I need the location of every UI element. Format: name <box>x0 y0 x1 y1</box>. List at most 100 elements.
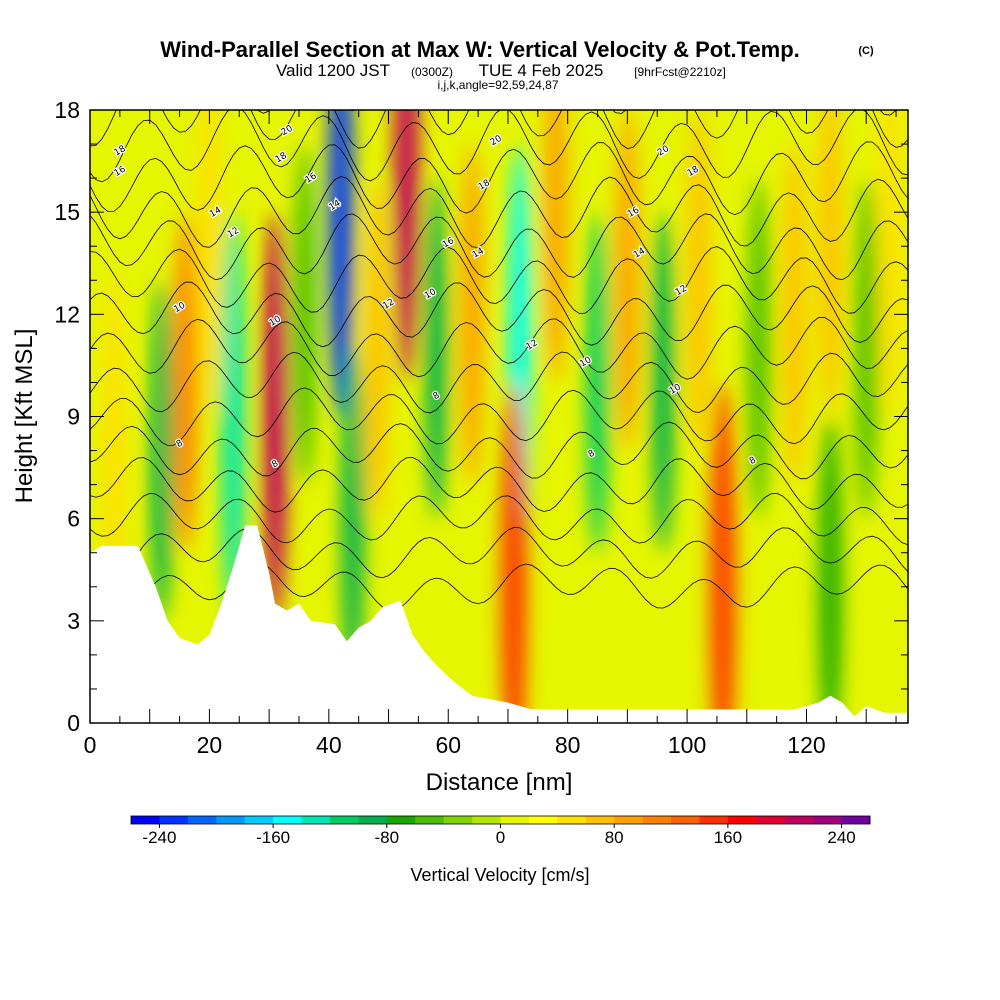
colorbar-swatch <box>557 816 587 824</box>
velocity-cell <box>746 178 771 519</box>
colorbar-swatch <box>472 816 501 824</box>
colorbar-swatch <box>273 816 303 824</box>
colorbar-swatch <box>813 816 843 824</box>
colorbar-swatch <box>784 816 814 824</box>
x-tick-label: 100 <box>668 732 706 758</box>
colorbar-tick-label: 80 <box>605 828 624 847</box>
y-tick-label: 6 <box>67 506 80 532</box>
x-axis-label: Distance [nm] <box>426 769 573 796</box>
colorbar-label: Vertical Velocity [cm/s] <box>410 865 589 885</box>
velocity-cell <box>854 178 879 519</box>
chart-subtitle: Valid 1200 JST (0300Z) TUE 4 Feb 2025 [9… <box>276 61 726 92</box>
theta-contour <box>90 492 908 546</box>
theta-contours <box>90 0 908 612</box>
valid-date: TUE 4 Feb 2025 <box>479 61 604 80</box>
colorbar-swatch <box>301 816 331 824</box>
title-main: Wind-Parallel Section at Max W: Vertical… <box>160 37 800 62</box>
grid-params: i,j,k,angle=92,59,24,87 <box>437 78 558 92</box>
velocity-cell <box>460 144 485 485</box>
colorbar-swatch <box>642 816 672 824</box>
velocity-cell <box>340 348 365 689</box>
theta-contour <box>90 387 908 446</box>
colorbar-swatch <box>131 816 160 824</box>
theta-contour <box>90 316 908 380</box>
theta-contour <box>90 213 908 281</box>
colorbar-swatch <box>614 816 644 824</box>
theta-contour <box>90 351 908 414</box>
valid-utc: (0300Z) <box>411 65 453 79</box>
velocity-cell <box>500 382 527 723</box>
theta-contour <box>90 421 908 480</box>
theta-contour <box>90 246 908 315</box>
velocity-cell <box>687 110 712 451</box>
colorbar-swatch <box>699 816 729 824</box>
x-tick-label: 40 <box>316 732 342 758</box>
velocity-cell <box>220 212 247 621</box>
x-tick-label: 20 <box>197 732 223 758</box>
y-axis-label: Height [Kft MSL] <box>11 329 38 504</box>
colorbar-swatch <box>841 816 871 824</box>
colorbar-swatch <box>528 816 558 824</box>
y-tick-label: 3 <box>67 608 80 634</box>
velocity-field <box>101 110 903 723</box>
colorbar-tick-label: -160 <box>256 828 290 847</box>
colorbar-swatch <box>159 816 189 824</box>
colorbar-swatch <box>443 816 473 824</box>
velocity-cell <box>262 212 289 621</box>
velocity-cell <box>197 110 222 417</box>
velocity-cell <box>818 110 843 417</box>
theta-contour <box>90 527 908 579</box>
colorbar: -240 -160 -80 0 80 160 240 <box>130 815 871 847</box>
colorbar-swatch <box>671 816 700 824</box>
velocity-cell <box>709 382 736 723</box>
terrain-mask <box>90 525 908 723</box>
velocity-cell <box>393 110 420 383</box>
colorbar-swatch <box>415 816 445 824</box>
colorbar-swatch <box>187 816 217 824</box>
velocity-cell <box>818 416 843 723</box>
plot-area: 1816141210881020181614121081614182012108… <box>90 0 908 723</box>
velocity-cell <box>149 280 174 621</box>
colorbar-swatch <box>386 816 416 824</box>
colorbar-tick-label: 0 <box>496 828 505 847</box>
valid-prefix: Valid 1200 JST <box>276 61 390 80</box>
theta-contour <box>90 110 908 183</box>
colorbar-swatch <box>756 816 786 824</box>
colorbar-tick-label: 240 <box>827 828 855 847</box>
colorbar-swatch <box>500 816 530 824</box>
theta-contour <box>90 281 908 348</box>
theta-contour <box>90 141 908 216</box>
velocity-cell <box>327 110 354 417</box>
title-copyright: (C) <box>858 45 874 57</box>
velocity-cell <box>543 110 568 383</box>
velocity-cell <box>364 178 389 519</box>
theta-contour <box>90 0 908 16</box>
colorbar-swatch <box>585 816 615 824</box>
colorbar-tick-label: -80 <box>375 828 400 847</box>
y-tick-label: 15 <box>54 199 80 225</box>
colorbar-tick-label: -240 <box>142 828 176 847</box>
colorbar-swatch <box>244 816 274 824</box>
velocity-cell <box>585 212 610 553</box>
y-axis: 0 3 6 9 12 15 18 <box>54 97 908 736</box>
theta-contour <box>90 176 908 248</box>
colorbar-swatch <box>216 816 246 824</box>
velocity-cell <box>292 144 317 485</box>
colorbar-swatch <box>329 816 359 824</box>
chart-title: Wind-Parallel Section at Max W: Vertical… <box>160 37 874 62</box>
x-tick-label: 120 <box>787 732 825 758</box>
theta-contour <box>90 456 908 513</box>
velocity-cell <box>651 212 676 553</box>
y-tick-label: 12 <box>54 301 80 327</box>
velocity-cell <box>615 110 640 451</box>
x-tick-label: 80 <box>555 732 581 758</box>
x-tick-label: 0 <box>84 732 97 758</box>
colorbar-swatch <box>727 816 757 824</box>
y-tick-label: 0 <box>67 710 80 736</box>
y-tick-label: 9 <box>67 404 80 430</box>
x-tick-label: 60 <box>435 732 461 758</box>
velocity-cell <box>424 178 449 519</box>
colorbar-tick-label: 160 <box>714 828 742 847</box>
y-tick-label: 18 <box>54 97 80 123</box>
